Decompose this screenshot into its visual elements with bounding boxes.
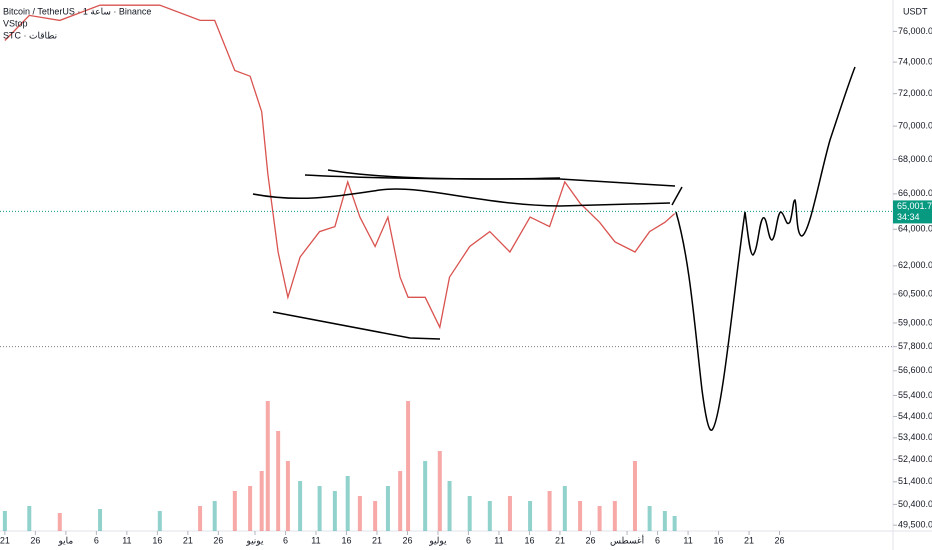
y-tick-label: 66,000.00: [898, 188, 932, 198]
y-tick-label: 62,000.00: [898, 260, 932, 270]
symbol-title: Bitcoin / TetherUS · 1 ساعة · Binance: [3, 6, 151, 16]
price-line: [4, 4, 676, 330]
countdown-label: 34:34: [897, 212, 920, 222]
x-tick-label: 6: [283, 535, 288, 545]
volume-bar: [276, 431, 281, 531]
volume-bar: [672, 516, 677, 531]
volume-bar: [285, 461, 290, 531]
volume-bar: [647, 506, 652, 531]
volume-bar: [406, 401, 411, 531]
x-tick-label: 26: [402, 535, 412, 545]
volume-bar: [612, 501, 617, 531]
x-tick-label: 11: [683, 535, 692, 545]
volume-bar: [27, 506, 32, 531]
y-tick-label: 74,000.00: [898, 56, 932, 66]
indicator-label: STC · نطاقات: [3, 30, 57, 40]
volume-bar: [157, 511, 162, 531]
volume-bar: [562, 486, 567, 531]
trend-line: [252, 188, 671, 207]
x-tick-label: 6: [655, 535, 660, 545]
x-tick-label: 11: [494, 535, 503, 545]
y-tick-label: 56,600.00: [898, 365, 932, 375]
x-tick-label: 16: [341, 535, 351, 545]
y-tick-label: 60,500.00: [898, 288, 932, 298]
y-tick-label: 68,000.00: [898, 154, 932, 164]
volume-bar: [373, 501, 378, 531]
x-tick-label: 6: [466, 535, 471, 545]
volume-bar: [265, 401, 270, 531]
trend-line: [327, 169, 561, 180]
trend-drawings: [252, 66, 856, 431]
x-tick-label: 26: [30, 535, 40, 545]
indicator-label: VStop: [3, 18, 28, 28]
volume-bar: [232, 491, 237, 531]
volume-bar: [467, 496, 472, 531]
volume-bar: [2, 511, 7, 531]
volume-bar: [398, 471, 403, 531]
volume-bar: [528, 501, 533, 531]
x-tick-label: 11: [122, 535, 131, 545]
y-tick-label: 70,000.00: [898, 120, 932, 130]
y-tick-label: 53,400.00: [898, 432, 932, 442]
trend-line: [272, 311, 441, 340]
x-tick-label: 21: [744, 535, 754, 545]
volume-bar: [298, 481, 303, 531]
y-tick-label: 54,400.00: [898, 411, 932, 421]
volume-bar: [437, 451, 442, 531]
y-tick-label: 51,400.00: [898, 476, 932, 486]
x-tick-label: 21: [555, 535, 565, 545]
y-tick-label: 59,000.00: [898, 317, 932, 327]
last-price-label: 65,001.79: [897, 201, 932, 211]
y-tick-label: 50,400.00: [898, 499, 932, 509]
volume-bar: [212, 501, 217, 531]
x-tick-label: 21: [183, 535, 193, 545]
volume-bar: [385, 486, 390, 531]
x-tick-label: 21: [0, 535, 10, 545]
y-tick-label: 49,500.00: [898, 520, 932, 530]
x-tick-label: 26: [585, 535, 595, 545]
volume-bar: [447, 481, 452, 531]
x-tick-label: 6: [94, 535, 99, 545]
y-tick-label: 64,000.00: [898, 224, 932, 234]
x-tick-label: أغسطس: [610, 533, 644, 546]
volume-bar: [317, 486, 322, 531]
volume-bar: [662, 511, 667, 531]
y-tick-label: 52,400.00: [898, 454, 932, 464]
x-tick-label: 16: [524, 535, 534, 545]
volume-bar: [98, 509, 103, 531]
trend-line: [671, 186, 683, 206]
volume-bar: [332, 491, 337, 531]
volume-bar: [578, 501, 583, 531]
volume-bar: [357, 496, 362, 531]
last-price-badge: [893, 200, 932, 224]
volume-bar: [632, 461, 637, 531]
volume-bar: [597, 506, 602, 531]
y-tick-label: 57,800.00: [898, 341, 932, 351]
volume-bar: [57, 513, 62, 531]
x-tick-label: 26: [775, 535, 785, 545]
y-tick-label: 76,000.00: [898, 26, 932, 36]
volume-bar: [487, 501, 492, 531]
x-tick-label: 11: [311, 535, 320, 545]
volume-bar: [547, 491, 552, 531]
x-tick-label: 26: [213, 535, 223, 545]
volume-bar: [423, 461, 428, 531]
volume-bar: [248, 486, 253, 531]
axis-unit: USDT: [903, 6, 928, 16]
volume-bar: [198, 506, 203, 531]
x-tick-label: 16: [714, 535, 724, 545]
x-tick-label: 21: [372, 535, 382, 545]
x-tick-label: 16: [152, 535, 162, 545]
volume-bar: [259, 471, 264, 531]
volume-bar: [507, 496, 512, 531]
volume-bar: [345, 476, 350, 531]
y-tick-label: 55,400.00: [898, 390, 932, 400]
projection-drawing: [675, 66, 856, 431]
y-tick-label: 72,000.00: [898, 88, 932, 98]
x-tick-label: مايو: [58, 535, 74, 546]
x-tick-label: يوليو: [428, 535, 447, 546]
x-tick-label: يونيو: [245, 535, 264, 546]
